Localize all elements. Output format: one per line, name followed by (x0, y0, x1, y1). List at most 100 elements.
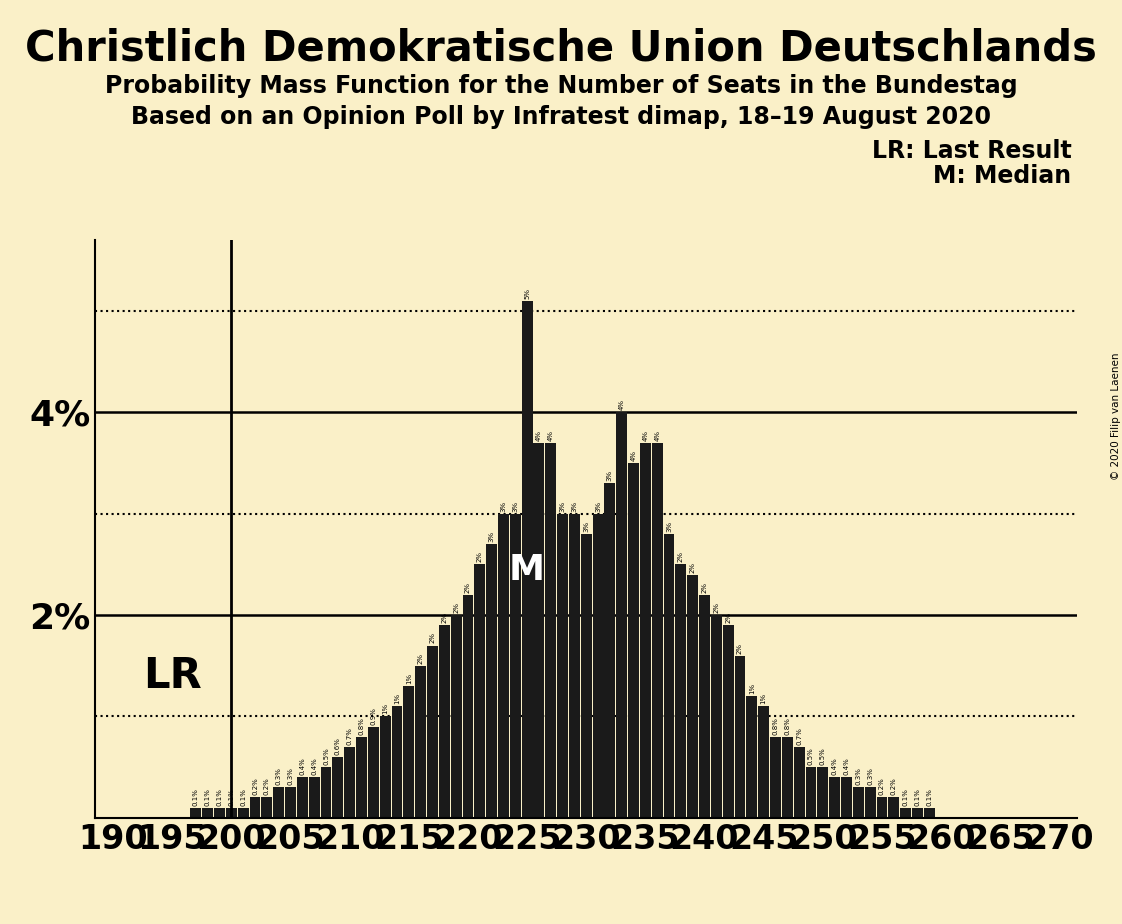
Text: © 2020 Filip van Laenen: © 2020 Filip van Laenen (1112, 352, 1121, 480)
Bar (592, 514, 604, 818)
Bar (356, 736, 367, 818)
Text: 2%: 2% (725, 613, 732, 623)
Text: 0.3%: 0.3% (287, 768, 294, 785)
Text: 4%: 4% (631, 450, 636, 461)
Bar (558, 514, 568, 818)
Text: LR: LR (144, 655, 202, 697)
Text: 2%: 2% (465, 582, 471, 593)
Bar (923, 808, 935, 818)
Text: 0.8%: 0.8% (359, 717, 365, 735)
Bar (829, 777, 840, 818)
Bar (261, 797, 273, 818)
Bar (462, 595, 473, 818)
Text: LR: Last Result: LR: Last Result (872, 139, 1072, 163)
Bar (853, 787, 864, 818)
Bar (379, 716, 390, 818)
Bar (238, 808, 249, 818)
Bar (309, 777, 320, 818)
Text: 0.2%: 0.2% (891, 778, 896, 796)
Text: 1%: 1% (748, 683, 755, 694)
Text: 0.4%: 0.4% (311, 758, 318, 775)
Text: 3%: 3% (488, 531, 495, 542)
Text: 0.6%: 0.6% (334, 737, 341, 755)
Bar (699, 595, 710, 818)
Bar (616, 412, 627, 818)
Bar (332, 757, 343, 818)
Text: 0.9%: 0.9% (370, 707, 376, 724)
Text: 0.2%: 0.2% (252, 778, 258, 796)
Bar (640, 443, 651, 818)
Bar (202, 808, 213, 818)
Bar (522, 301, 533, 818)
Bar (191, 808, 201, 818)
Bar (770, 736, 781, 818)
Text: 0.1%: 0.1% (240, 787, 246, 806)
Text: 1%: 1% (394, 693, 399, 704)
Bar (509, 514, 521, 818)
Text: 2%: 2% (417, 652, 424, 663)
Text: 2%: 2% (714, 602, 719, 614)
Text: 2%: 2% (737, 642, 743, 653)
Text: 0.1%: 0.1% (204, 787, 211, 806)
Text: M: M (509, 553, 545, 587)
Bar (404, 686, 414, 818)
Bar (688, 575, 698, 818)
Bar (451, 615, 461, 818)
Text: 0.3%: 0.3% (867, 768, 873, 785)
Text: 3%: 3% (560, 501, 565, 512)
Text: 0.4%: 0.4% (844, 758, 849, 775)
Bar (663, 534, 674, 818)
Bar (214, 808, 226, 818)
Bar (475, 565, 485, 818)
Bar (392, 706, 403, 818)
Bar (274, 787, 284, 818)
Text: 0.1%: 0.1% (914, 787, 920, 806)
Text: 4%: 4% (536, 430, 542, 441)
Bar (652, 443, 663, 818)
Bar (226, 808, 237, 818)
Bar (321, 767, 331, 818)
Bar (628, 463, 640, 818)
Bar (675, 565, 687, 818)
Bar (806, 767, 817, 818)
Text: 4%: 4% (654, 430, 660, 441)
Bar (415, 666, 426, 818)
Text: Based on an Opinion Poll by Infratest dimap, 18–19 August 2020: Based on an Opinion Poll by Infratest di… (131, 105, 991, 129)
Text: 2%: 2% (453, 602, 459, 614)
Text: 2%: 2% (701, 582, 708, 593)
Bar (545, 443, 557, 818)
Text: 3%: 3% (500, 501, 506, 512)
Bar (735, 656, 745, 818)
Text: 0.8%: 0.8% (784, 717, 790, 735)
Bar (876, 797, 888, 818)
Text: 3%: 3% (607, 470, 613, 481)
Text: Probability Mass Function for the Number of Seats in the Bundestag: Probability Mass Function for the Number… (104, 74, 1018, 98)
Bar (344, 747, 356, 818)
Text: 4%: 4% (548, 430, 554, 441)
Text: 4%: 4% (643, 430, 649, 441)
Bar (793, 747, 804, 818)
Text: 4%: 4% (618, 399, 625, 410)
Text: 0.5%: 0.5% (820, 748, 826, 765)
Text: 0.4%: 0.4% (831, 758, 838, 775)
Bar (746, 696, 757, 818)
Text: 0.1%: 0.1% (229, 787, 234, 806)
Text: 0.4%: 0.4% (300, 758, 305, 775)
Text: 2%: 2% (441, 613, 448, 623)
Text: 0.7%: 0.7% (347, 727, 352, 745)
Text: 0.1%: 0.1% (927, 787, 932, 806)
Text: 2%: 2% (690, 562, 696, 573)
Bar (842, 777, 852, 818)
Text: 1%: 1% (761, 693, 766, 704)
Bar (758, 706, 769, 818)
Bar (427, 646, 438, 818)
Bar (569, 514, 580, 818)
Bar (297, 777, 307, 818)
Text: 0.3%: 0.3% (276, 768, 282, 785)
Text: 0.2%: 0.2% (264, 778, 270, 796)
Text: 0.2%: 0.2% (879, 778, 885, 796)
Bar (711, 615, 721, 818)
Text: 3%: 3% (513, 501, 518, 512)
Bar (912, 808, 923, 818)
Text: 3%: 3% (571, 501, 578, 512)
